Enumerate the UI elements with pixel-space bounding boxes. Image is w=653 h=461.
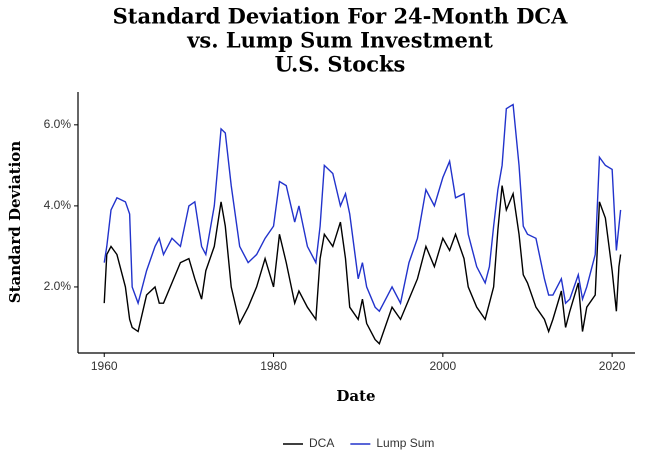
legend-label: Lump Sum — [376, 436, 434, 450]
line-series — [103, 103, 622, 313]
chart-title: U.S. Stocks — [275, 52, 406, 77]
chart-title: Standard Deviation For 24-Month DCA — [113, 4, 569, 29]
y-tick-label: 2.0% — [44, 279, 72, 293]
x-tick-label: 1980 — [260, 359, 287, 373]
x-tick-label: 2000 — [429, 359, 456, 373]
chart-title: vs. Lump Sum Investment — [186, 28, 493, 53]
legend-label: DCA — [309, 436, 334, 450]
line-series — [103, 185, 622, 345]
x-axis-label: Date — [336, 387, 375, 405]
x-tick-label: 2020 — [599, 359, 626, 373]
y-axis-label: Standard Deviation — [6, 141, 24, 304]
x-tick-label: 1960 — [91, 359, 118, 373]
y-tick-label: 4.0% — [44, 198, 72, 212]
y-tick-label: 6.0% — [44, 117, 72, 131]
